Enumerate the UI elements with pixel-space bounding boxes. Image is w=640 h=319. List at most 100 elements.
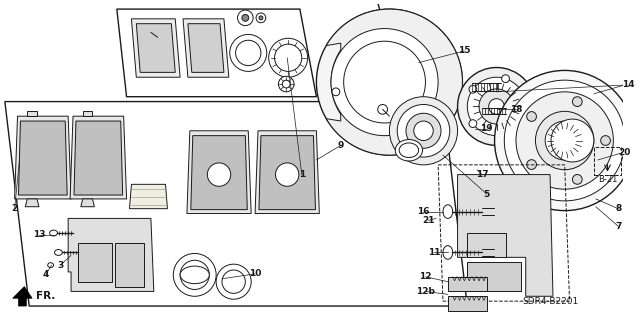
Polygon shape [13, 286, 32, 306]
Text: 20: 20 [618, 148, 630, 157]
Circle shape [545, 121, 584, 160]
Polygon shape [458, 174, 553, 296]
Polygon shape [81, 199, 95, 207]
Ellipse shape [230, 34, 267, 71]
Circle shape [278, 76, 294, 92]
Circle shape [397, 105, 450, 157]
Polygon shape [26, 199, 39, 207]
Circle shape [601, 136, 611, 145]
Ellipse shape [48, 263, 54, 268]
Text: 5: 5 [484, 189, 490, 198]
Circle shape [351, 43, 428, 121]
Text: 3: 3 [57, 261, 63, 270]
Circle shape [522, 102, 530, 110]
Text: 11: 11 [428, 248, 440, 257]
Text: 21: 21 [422, 216, 435, 225]
Circle shape [389, 97, 458, 165]
Text: 16: 16 [417, 207, 429, 216]
Polygon shape [68, 219, 154, 292]
Circle shape [282, 80, 290, 88]
Polygon shape [187, 131, 251, 213]
Text: 12b: 12b [416, 287, 435, 296]
Text: 7: 7 [615, 222, 621, 231]
Polygon shape [326, 9, 462, 155]
Text: 12: 12 [419, 272, 432, 281]
Text: 19: 19 [481, 124, 493, 133]
Circle shape [331, 24, 448, 140]
Circle shape [516, 92, 613, 189]
Circle shape [269, 38, 308, 77]
Circle shape [572, 97, 582, 107]
Circle shape [180, 260, 209, 289]
Circle shape [316, 9, 463, 155]
Circle shape [406, 113, 441, 148]
Circle shape [572, 174, 582, 184]
Text: FR.: FR. [36, 291, 56, 301]
Polygon shape [131, 19, 180, 77]
Bar [78, 243, 112, 282]
Polygon shape [136, 24, 175, 72]
Ellipse shape [443, 246, 452, 259]
Circle shape [495, 70, 635, 211]
Ellipse shape [180, 266, 209, 284]
Polygon shape [74, 121, 123, 195]
Circle shape [527, 160, 536, 169]
Polygon shape [5, 101, 467, 306]
Polygon shape [28, 111, 37, 116]
Circle shape [344, 41, 426, 123]
Polygon shape [183, 19, 228, 77]
Text: 14: 14 [621, 79, 634, 89]
Text: B-21: B-21 [598, 175, 617, 184]
Text: 18: 18 [509, 105, 522, 114]
Circle shape [469, 85, 477, 93]
Text: 17: 17 [476, 170, 488, 179]
Circle shape [259, 16, 263, 20]
Circle shape [489, 99, 504, 114]
Circle shape [242, 14, 249, 21]
Text: 13: 13 [33, 230, 45, 240]
Circle shape [237, 10, 253, 26]
Polygon shape [188, 24, 224, 72]
Text: 10: 10 [249, 269, 261, 278]
Circle shape [458, 68, 536, 145]
Circle shape [173, 254, 216, 296]
Circle shape [536, 111, 594, 170]
Polygon shape [15, 116, 71, 199]
Circle shape [469, 120, 477, 128]
Polygon shape [448, 277, 487, 292]
Circle shape [332, 88, 340, 96]
Bar [467, 262, 521, 292]
Polygon shape [117, 9, 316, 97]
Circle shape [504, 80, 625, 201]
Circle shape [216, 264, 251, 299]
Polygon shape [70, 116, 127, 199]
Circle shape [527, 112, 536, 121]
Circle shape [502, 75, 509, 83]
Polygon shape [19, 121, 67, 195]
Text: 4: 4 [43, 271, 49, 279]
Circle shape [275, 44, 302, 71]
Circle shape [479, 104, 495, 119]
Bar [467, 233, 506, 257]
Text: 9: 9 [337, 141, 344, 150]
Circle shape [378, 105, 387, 114]
Circle shape [479, 89, 514, 124]
Text: SDR4-B2201: SDR4-B2201 [522, 297, 578, 306]
Circle shape [222, 270, 245, 293]
Polygon shape [259, 136, 316, 210]
Text: 8: 8 [615, 204, 621, 213]
Text: 2: 2 [12, 204, 18, 213]
Circle shape [256, 13, 266, 23]
Circle shape [207, 163, 231, 186]
Text: 15: 15 [458, 47, 470, 56]
Text: 1: 1 [299, 170, 305, 179]
Circle shape [414, 121, 433, 140]
Circle shape [331, 29, 438, 136]
Ellipse shape [236, 40, 261, 65]
Polygon shape [191, 136, 247, 210]
Circle shape [553, 129, 577, 152]
Polygon shape [129, 184, 168, 209]
Polygon shape [448, 296, 487, 311]
Ellipse shape [399, 143, 419, 158]
Ellipse shape [50, 230, 58, 236]
